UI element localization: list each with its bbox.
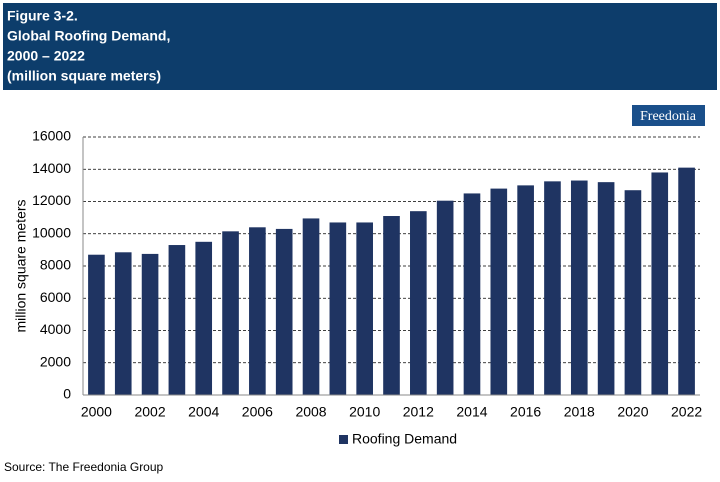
bar xyxy=(597,182,615,395)
bar xyxy=(463,193,481,395)
bar xyxy=(570,180,588,395)
bar xyxy=(490,188,508,395)
bar xyxy=(141,253,159,395)
bar xyxy=(517,185,534,395)
y-tick-label: 14000 xyxy=(32,160,71,176)
y-tick-label: 6000 xyxy=(40,289,71,305)
bar xyxy=(329,222,347,395)
logo: Freedonia xyxy=(640,109,697,124)
title-line: Figure 3-2. xyxy=(7,8,78,24)
bar xyxy=(88,254,105,395)
x-tick-label: 2020 xyxy=(617,404,648,420)
bar xyxy=(383,216,400,395)
bar xyxy=(544,181,561,395)
x-tick-label: 2006 xyxy=(242,404,273,420)
x-tick-label: 2018 xyxy=(564,404,595,420)
x-tick-label: 2014 xyxy=(456,404,487,420)
x-tick-label: 2004 xyxy=(188,404,219,420)
bar xyxy=(436,200,454,395)
y-tick-label: 2000 xyxy=(40,353,71,369)
bar xyxy=(302,218,320,395)
bar xyxy=(356,222,373,395)
legend-swatch xyxy=(339,435,348,444)
y-axis-label: million square meters xyxy=(13,199,29,332)
source: Source: The Freedonia Group xyxy=(4,460,164,474)
bar xyxy=(678,167,695,395)
x-tick-label: 2012 xyxy=(403,404,434,420)
y-tick-label: 12000 xyxy=(32,192,71,208)
header-band xyxy=(3,3,717,90)
bar xyxy=(651,172,669,395)
y-tick-label: 0 xyxy=(63,386,71,402)
x-tick-label: 2022 xyxy=(671,404,702,420)
y-tick-label: 4000 xyxy=(40,321,71,337)
bar xyxy=(222,231,239,395)
x-tick-label: 2016 xyxy=(510,404,541,420)
bar xyxy=(249,227,266,395)
x-tick-label: 2000 xyxy=(81,404,112,420)
bar xyxy=(168,245,186,395)
bar xyxy=(624,190,642,395)
bar xyxy=(410,211,427,395)
title-line: 2000 – 2022 xyxy=(7,48,85,64)
x-tick-label: 2010 xyxy=(349,404,380,420)
logo-box xyxy=(632,105,705,126)
x-tick-label: 2008 xyxy=(295,404,326,420)
bar xyxy=(114,252,132,395)
x-tick-label: 2002 xyxy=(134,404,165,420)
y-tick-label: 16000 xyxy=(32,128,71,144)
title-line: Global Roofing Demand, xyxy=(7,28,170,44)
y-tick-label: 10000 xyxy=(32,224,71,240)
y-tick-label: 8000 xyxy=(40,257,71,273)
title-line: (million square meters) xyxy=(7,68,161,84)
bar xyxy=(195,241,213,395)
bar xyxy=(275,228,293,395)
legend-label: Roofing Demand xyxy=(352,431,457,447)
